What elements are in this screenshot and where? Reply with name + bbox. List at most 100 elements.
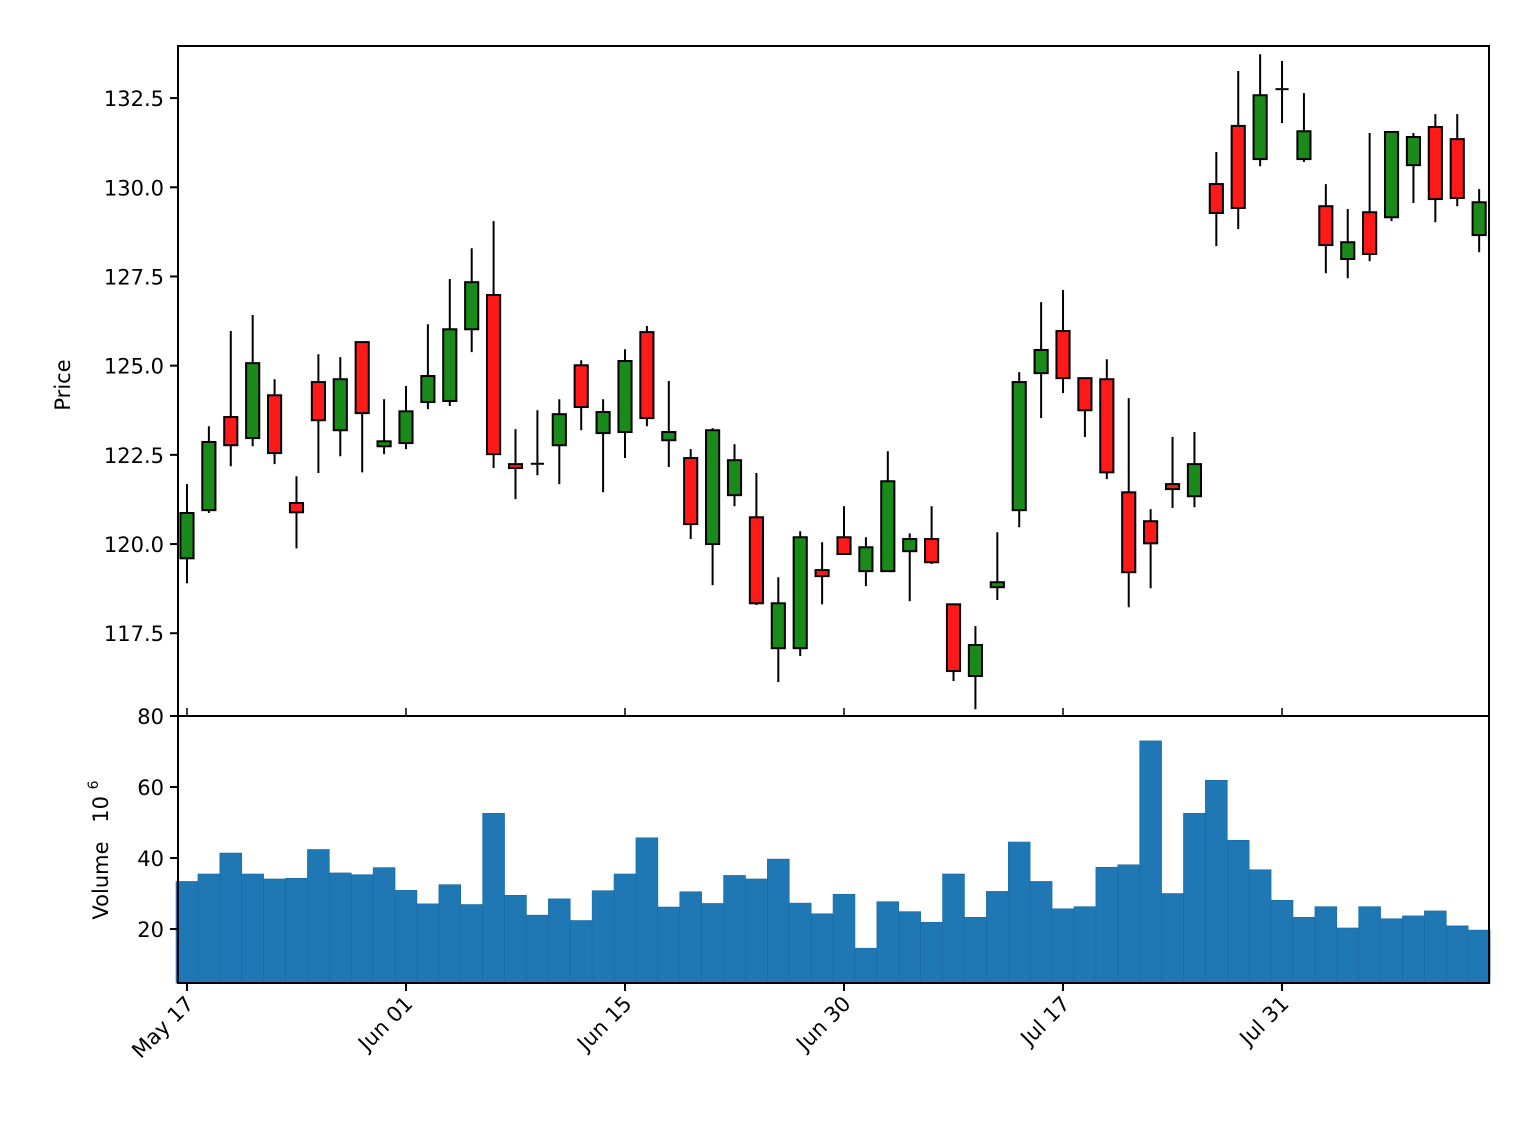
candle-body-up (1252, 94, 1268, 161)
volume-bar (1380, 918, 1403, 984)
candle (595, 399, 611, 493)
candle (1275, 60, 1289, 124)
candle (1055, 290, 1071, 394)
candle (1099, 359, 1115, 480)
candle (726, 444, 743, 507)
volume-bar (1073, 906, 1097, 984)
volume-bar (1424, 910, 1447, 984)
candle-body-up (179, 512, 195, 560)
volume-bar (745, 878, 768, 984)
candle-body-up (1471, 201, 1487, 237)
volume-bar (1270, 899, 1294, 984)
volume-bar (788, 902, 812, 984)
candle (1383, 130, 1400, 222)
candle-body-up (1186, 463, 1202, 498)
candle-body-up (989, 581, 1005, 589)
candle-body-down (639, 331, 655, 420)
price-candles (179, 54, 1487, 710)
volume-bar (307, 849, 330, 984)
volume-bar (986, 891, 1009, 984)
volume-bar (832, 893, 856, 984)
volume-bar (372, 867, 396, 984)
volume-bar (1051, 908, 1075, 984)
candle (464, 248, 480, 353)
candle (683, 449, 699, 540)
volume-bar (635, 837, 659, 984)
volume-bar (482, 812, 505, 984)
candle-body-up (376, 440, 392, 448)
candle-body-down (1318, 205, 1334, 247)
candle (1186, 432, 1202, 508)
price-tick-label: 122.5 (104, 444, 164, 468)
candle (836, 506, 852, 556)
candle-body-down (1077, 377, 1093, 412)
volume-bar (679, 891, 702, 984)
volume-bar (329, 872, 352, 984)
volume-bar (394, 890, 418, 984)
candle-body-down (1427, 125, 1443, 201)
volume-bar (175, 881, 199, 984)
candle (1011, 372, 1027, 528)
candle (551, 399, 567, 485)
candle-body-up (1383, 130, 1400, 219)
candle-body-down (486, 294, 502, 456)
candle (332, 357, 348, 457)
candle-body-up (464, 281, 480, 331)
candle-body-up (726, 459, 743, 497)
price-tick-label: 132.5 (104, 87, 164, 111)
candle-body-down (924, 538, 940, 564)
volume-bar (898, 911, 921, 984)
candle-body-down (223, 416, 239, 447)
volume-bar (767, 858, 790, 984)
volume-label-text: Volume (89, 841, 113, 919)
candle (1252, 54, 1268, 167)
candle (267, 379, 283, 465)
candle (661, 381, 677, 467)
candle (1033, 302, 1049, 419)
volume-multiplier-base: 10 (89, 796, 113, 823)
volume-bar (1445, 925, 1469, 984)
candle (945, 603, 962, 682)
volume-bar (810, 913, 834, 984)
price-y-axis-ticks: 117.5 120.0 122.5 125.0 127.5 130.0 132.5 (104, 87, 178, 646)
candle-body-down (945, 603, 962, 673)
volume-bar (1007, 841, 1031, 984)
candle (507, 429, 524, 500)
candle-body-down (683, 457, 699, 526)
candle (376, 399, 392, 455)
volume-bar (285, 877, 308, 984)
volume-tick-label: 60 (137, 776, 164, 800)
volume-bar (526, 914, 549, 984)
volume-bar (219, 852, 243, 984)
candle-body-up (332, 378, 348, 432)
candle-body-up (1340, 241, 1356, 260)
candle-body-up (661, 431, 677, 442)
candle (420, 324, 436, 410)
candle (1121, 398, 1137, 608)
volume-bar (1248, 869, 1272, 984)
candle-body-down (1055, 330, 1071, 380)
candle (748, 473, 764, 606)
price-tick-label: 127.5 (104, 265, 164, 289)
volume-axes-frame (177, 715, 1490, 984)
price-tick-label: 120.0 (104, 533, 164, 557)
candle-body-up (880, 480, 896, 573)
volume-bar (657, 906, 681, 984)
volume-bar (1358, 906, 1381, 984)
candle (1296, 93, 1312, 162)
volume-bar (613, 873, 637, 984)
volume-bar (854, 947, 878, 984)
candle (354, 341, 370, 473)
candle-body-up (1405, 135, 1422, 167)
candle-body-down (310, 381, 326, 422)
price-tick-label: 130.0 (104, 176, 164, 200)
candle-body-up (967, 644, 983, 678)
candle-body-down (1449, 138, 1465, 199)
candle-body-up (902, 538, 918, 553)
candle (201, 426, 217, 513)
candle-body-up (705, 429, 721, 546)
volume-bar (964, 917, 987, 984)
candle (179, 484, 195, 584)
volume-bar (438, 884, 462, 984)
candle-body-down (814, 569, 830, 578)
